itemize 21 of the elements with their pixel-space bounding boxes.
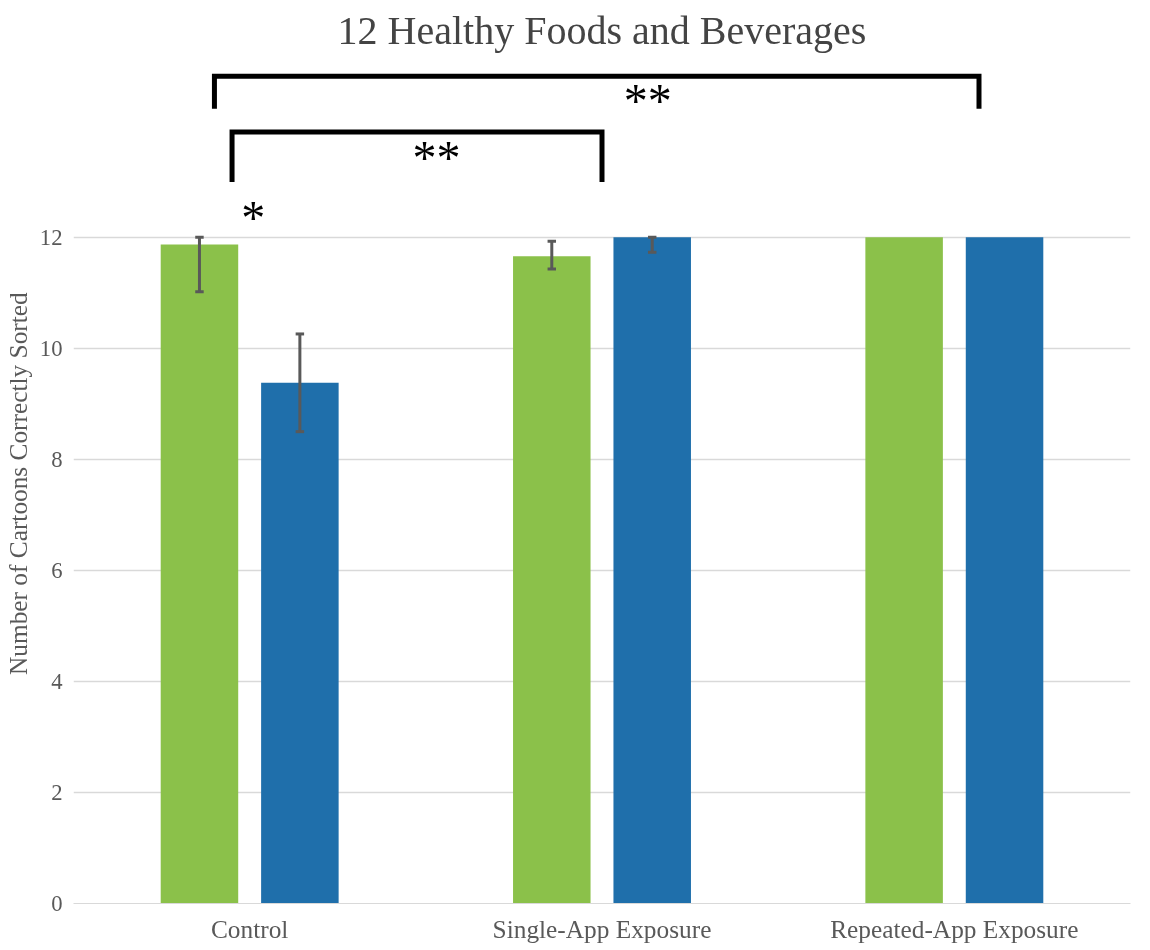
bar xyxy=(261,382,339,904)
bar xyxy=(513,256,591,904)
y-axis-title: Number of Cartoons Correctly Sorted xyxy=(3,292,32,675)
text: ** xyxy=(623,74,672,128)
x-tick-label: Single-App Exposure xyxy=(492,914,712,943)
y-tick-label: 4 xyxy=(51,668,63,694)
x-tick-label: Control xyxy=(210,914,289,943)
bar xyxy=(160,244,239,904)
y-tick-label: 12 xyxy=(39,224,63,250)
y-tick-label: 2 xyxy=(51,779,63,805)
bar xyxy=(965,237,1044,904)
text: ** xyxy=(412,130,461,184)
annotation: * xyxy=(241,190,266,244)
bar xyxy=(865,237,943,904)
y-tick-label: 0 xyxy=(51,891,63,916)
x-tick-label: Repeated-App Exposure xyxy=(830,914,1079,943)
y-tick-label: 6 xyxy=(51,557,63,583)
bar xyxy=(613,237,691,904)
y-tick-label: 8 xyxy=(51,446,63,472)
y-tick-label: 10 xyxy=(39,335,63,361)
chart-title: 12 Healthy Foods and Beverages xyxy=(337,7,867,53)
